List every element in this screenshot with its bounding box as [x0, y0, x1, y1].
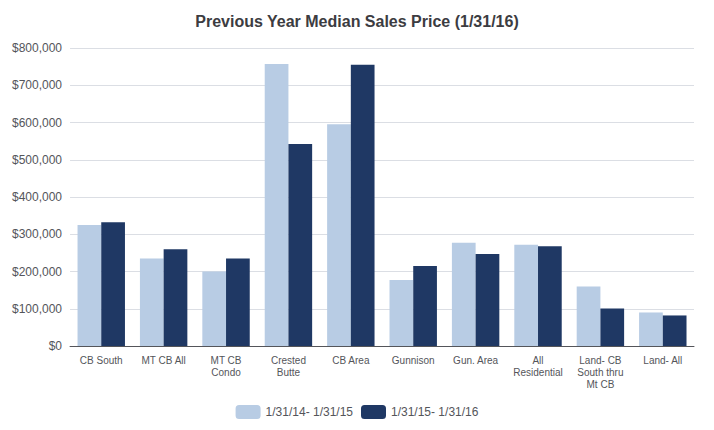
svg-text:CB Area: CB Area — [332, 355, 370, 366]
svg-text:MT CB: MT CB — [211, 355, 242, 366]
svg-text:Gun. Area: Gun. Area — [453, 355, 498, 366]
svg-text:$800,000: $800,000 — [12, 41, 62, 55]
svg-text:1/31/15- 1/31/16: 1/31/15- 1/31/16 — [391, 405, 479, 419]
svg-text:$400,000: $400,000 — [12, 190, 62, 204]
svg-text:Gunnison: Gunnison — [392, 355, 435, 366]
svg-text:1/31/14- 1/31/15: 1/31/14- 1/31/15 — [266, 405, 354, 419]
svg-text:$600,000: $600,000 — [12, 116, 62, 130]
svg-text:Previous Year Median Sales Pri: Previous Year Median Sales Price (1/31/1… — [195, 13, 518, 30]
svg-text:$700,000: $700,000 — [12, 78, 62, 92]
svg-text:Residential: Residential — [513, 367, 562, 378]
svg-text:Mt CB: Mt CB — [587, 379, 615, 390]
svg-text:Condo: Condo — [211, 367, 241, 378]
svg-text:MT CB All: MT CB All — [142, 355, 186, 366]
svg-text:Land- CB: Land- CB — [579, 355, 622, 366]
svg-text:$0: $0 — [49, 339, 63, 353]
svg-text:$200,000: $200,000 — [12, 265, 62, 279]
svg-text:$500,000: $500,000 — [12, 153, 62, 167]
svg-text:CB South: CB South — [80, 355, 123, 366]
svg-text:Butte: Butte — [277, 367, 301, 378]
svg-text:$300,000: $300,000 — [12, 227, 62, 241]
svg-text:South thru: South thru — [577, 367, 623, 378]
svg-text:All: All — [532, 355, 543, 366]
svg-text:Land- All: Land- All — [643, 355, 682, 366]
svg-text:Crested: Crested — [271, 355, 306, 366]
svg-text:$100,000: $100,000 — [12, 302, 62, 316]
